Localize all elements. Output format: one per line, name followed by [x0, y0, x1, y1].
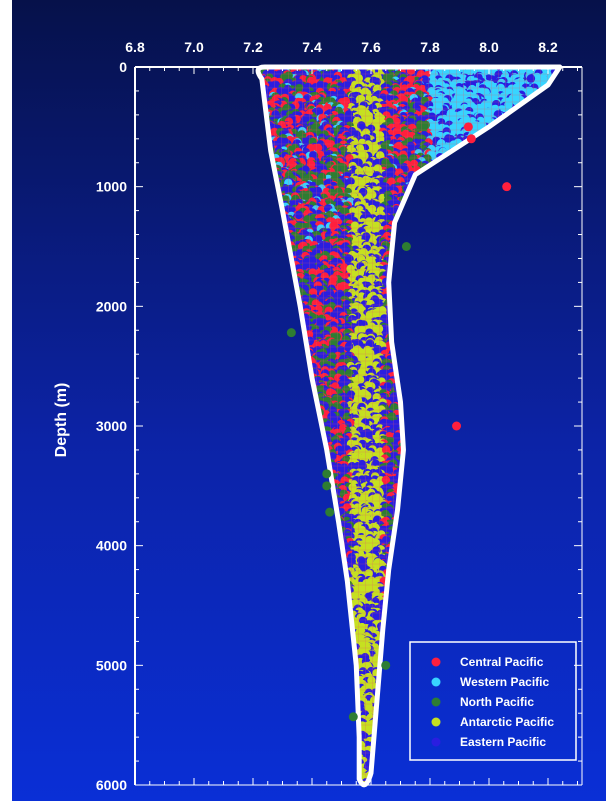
- data-point: [270, 80, 280, 90]
- data-point: [526, 74, 536, 83]
- data-point: [382, 73, 391, 82]
